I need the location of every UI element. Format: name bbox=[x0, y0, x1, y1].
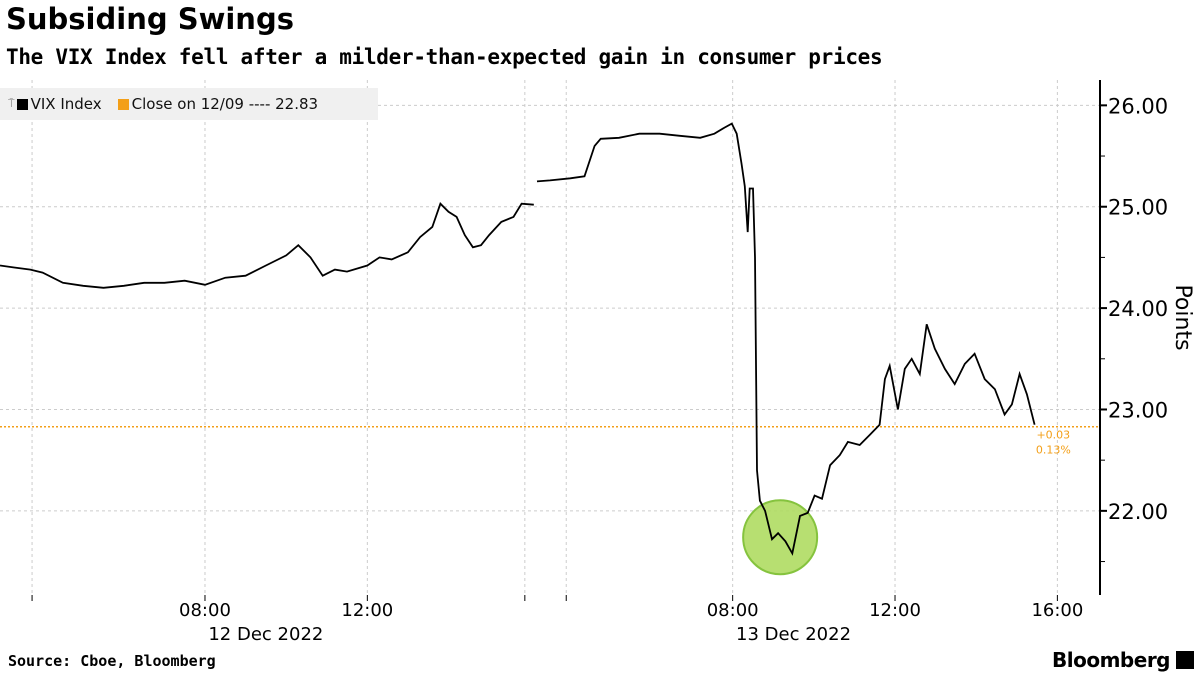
legend-close[interactable]: Close on 12/09 ---- 22.83 bbox=[131, 95, 319, 113]
y-tick-label: 24.00 bbox=[1108, 297, 1168, 321]
bloomberg-logo-icon bbox=[1176, 651, 1194, 669]
y-tick-label: 23.00 bbox=[1108, 398, 1168, 422]
y-tick-label: 26.00 bbox=[1108, 94, 1168, 118]
vix-line bbox=[0, 202, 534, 289]
highlight-circle bbox=[742, 499, 819, 576]
y-axis-label: Points bbox=[1170, 284, 1195, 350]
chart-title: Subsiding Swings bbox=[6, 2, 294, 36]
legend-swatch-close bbox=[117, 98, 129, 110]
change-pct-label: 0.13% bbox=[1036, 444, 1071, 457]
x-tick-label: 12:00 bbox=[341, 600, 393, 621]
change-label: +0.03 bbox=[1036, 429, 1070, 442]
x-tick-label: 08:00 bbox=[179, 600, 231, 621]
legend-vix[interactable]: VIX Index bbox=[30, 95, 102, 113]
x-tick-label: 08:00 bbox=[707, 600, 759, 621]
vix-line bbox=[536, 122, 1036, 556]
x-date-label: 13 Dec 2022 bbox=[736, 624, 851, 645]
legend-toggle-icon[interactable]: ⍑ bbox=[8, 97, 15, 110]
legend: ⍑ VIX Index Close on 12/09 ---- 22.83 bbox=[0, 88, 378, 120]
y-tick-label: 22.00 bbox=[1108, 500, 1168, 524]
x-tick-label: 12:00 bbox=[869, 600, 921, 621]
bloomberg-logo: Bloomberg bbox=[1052, 648, 1170, 672]
chart-subtitle: The VIX Index fell after a milder-than-e… bbox=[6, 45, 883, 69]
x-date-label: 12 Dec 2022 bbox=[208, 624, 323, 645]
x-tick-label: 16:00 bbox=[1031, 600, 1083, 621]
y-tick-label: 25.00 bbox=[1108, 196, 1168, 220]
source-note: Source: Cboe, Bloomberg bbox=[8, 652, 216, 670]
legend-swatch-vix bbox=[16, 98, 28, 110]
